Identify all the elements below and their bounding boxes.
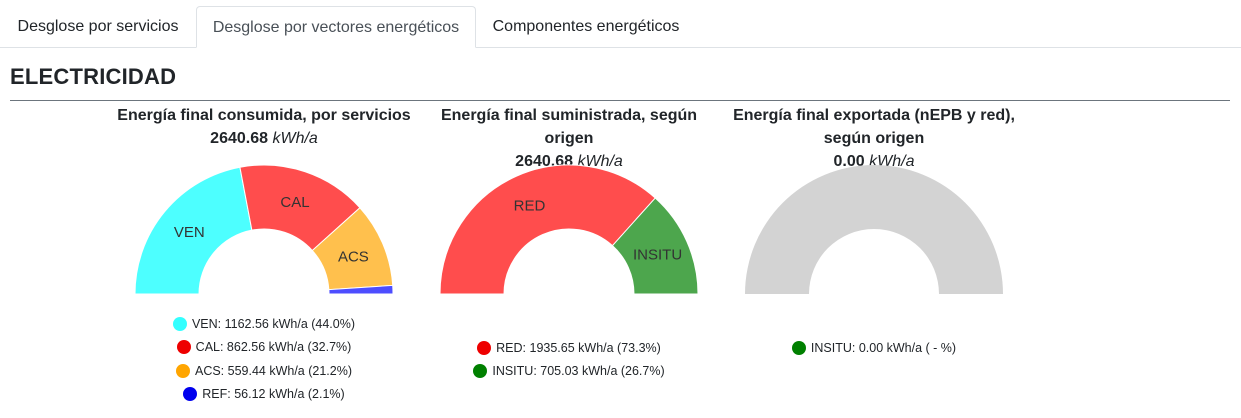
legend-suministrada: RED: 1935.65 kWh/a (73.3%) INSITU: 705.03… xyxy=(419,336,719,383)
section-title: ELECTRICIDAD xyxy=(10,64,177,89)
tab-bar: Desglose por servicios Desglose por vect… xyxy=(0,0,1241,48)
gauge-segment-red[interactable] xyxy=(439,164,656,295)
legend-dot-icon xyxy=(176,340,191,355)
legend-item[interactable]: REF: 56.12 kWh/a (2.1%) xyxy=(114,383,414,407)
legend-dot-icon xyxy=(183,387,198,402)
gauge-segment-ref[interactable] xyxy=(328,284,394,295)
legend-item[interactable]: RED: 1935.65 kWh/a (73.3%) xyxy=(419,336,719,360)
legend-label: INSITU: 0.00 kWh/a ( - %) xyxy=(810,340,957,355)
tab-componentes[interactable]: Componentes energéticos xyxy=(492,18,680,35)
legend-label: CAL: 862.56 kWh/a (32.7%) xyxy=(195,340,352,355)
legend-label: VEN: 1162.56 kWh/a (44.0%) xyxy=(191,316,356,331)
panel-exportada: Energía final exportada (nEPB y red), seg… xyxy=(724,104,1024,355)
panel-title: Energía final suministrada, según origen xyxy=(440,107,698,147)
panel-suministrada: Energía final suministrada, según origen … xyxy=(419,104,719,379)
section-divider xyxy=(10,100,1230,101)
gauge-label-cal: CAL xyxy=(280,194,309,211)
legend-label: REF: 56.12 kWh/a (2.1%) xyxy=(202,387,345,402)
legend-label: RED: 1935.65 kWh/a (73.3%) xyxy=(496,340,661,355)
legend-label: INSITU: 705.03 kWh/a (26.7%) xyxy=(492,364,665,379)
legend-dot-icon xyxy=(473,364,488,379)
gauge-empty-arc xyxy=(745,165,1003,294)
gauge-label-ven: VEN xyxy=(174,224,205,241)
tab-desglose-vectores[interactable]: Desglose por vectores energéticos xyxy=(196,6,476,48)
panel-title: Energía final exportada (nEPB y red), seg… xyxy=(733,107,1015,147)
legend-item[interactable]: ACS: 559.44 kWh/a (21.2%) xyxy=(114,359,414,383)
gauge-chart-consumida: VEN CAL ACS xyxy=(134,164,394,295)
legend-item[interactable]: CAL: 862.56 kWh/a (32.7%) xyxy=(114,336,414,360)
panel-total: 2640.68 kWh/a xyxy=(210,130,318,147)
gauge-label-red: RED xyxy=(514,197,546,214)
gauge-label-acs: ACS xyxy=(338,248,369,265)
gauge-chart-exportada xyxy=(745,165,1003,294)
gauge-chart-suministrada: RED INSITU xyxy=(439,164,699,295)
tab-desglose-servicios[interactable]: Desglose por servicios xyxy=(17,18,179,35)
gauge-segment-insitu[interactable] xyxy=(611,197,699,295)
legend-dot-icon xyxy=(791,340,806,355)
legend-dot-icon xyxy=(175,363,190,378)
legend-item[interactable]: INSITU: 705.03 kWh/a (26.7%) xyxy=(419,360,719,384)
gauge-segment-ven[interactable] xyxy=(134,166,253,295)
legend-dot-icon xyxy=(172,316,187,331)
legend-consumida: VEN: 1162.56 kWh/a (44.0%) CAL: 862.56 kW… xyxy=(114,312,414,406)
panel-title: Energía final consumida, por servicios xyxy=(117,107,411,124)
legend-item[interactable]: VEN: 1162.56 kWh/a (44.0%) xyxy=(114,312,414,336)
legend-label: ACS: 559.44 kWh/a (21.2%) xyxy=(194,363,353,378)
panel-consumida: Energía final consumida, por servicios 2… xyxy=(114,104,414,402)
legend-exportada: INSITU: 0.00 kWh/a ( - %) xyxy=(724,336,1024,360)
legend-item[interactable]: INSITU: 0.00 kWh/a ( - %) xyxy=(724,336,1024,360)
gauge-label-insitu: INSITU xyxy=(633,247,682,264)
legend-dot-icon xyxy=(477,340,492,355)
